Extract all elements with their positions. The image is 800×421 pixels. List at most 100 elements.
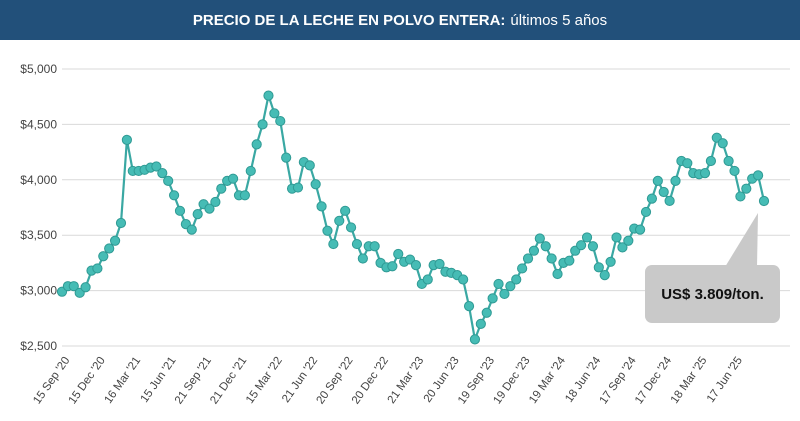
data-point xyxy=(522,253,534,264)
data-point xyxy=(463,301,475,312)
data-point xyxy=(334,215,345,226)
data-point xyxy=(121,134,132,146)
data-point xyxy=(599,269,610,281)
data-point xyxy=(469,334,481,345)
data-point xyxy=(617,242,628,253)
data-point xyxy=(186,224,197,235)
data-point xyxy=(316,201,327,212)
data-point xyxy=(540,241,551,252)
data-point xyxy=(517,263,528,274)
data-point xyxy=(623,235,634,246)
data-point xyxy=(741,183,752,194)
data-point xyxy=(157,168,168,179)
data-point xyxy=(505,281,516,292)
data-point xyxy=(640,206,652,218)
x-tick-label: 17 Jun '25 xyxy=(705,355,745,405)
data-point xyxy=(351,238,363,250)
data-point xyxy=(393,248,404,260)
data-point xyxy=(528,245,540,256)
y-tick-label: $3,500 xyxy=(20,228,57,242)
data-point xyxy=(658,186,669,198)
grid-lines xyxy=(62,68,790,347)
data-point xyxy=(564,255,575,266)
data-point xyxy=(239,190,250,201)
data-point xyxy=(269,108,280,119)
data-point xyxy=(357,253,368,264)
data-point xyxy=(168,190,180,201)
data-point xyxy=(652,175,663,187)
x-tick-label: 15 Mar '22 xyxy=(244,355,285,406)
data-point xyxy=(511,274,522,285)
data-point xyxy=(581,232,593,243)
data-point xyxy=(670,175,681,187)
data-point xyxy=(723,155,734,167)
x-tick-label: 18 Jun '24 xyxy=(563,354,603,405)
data-point xyxy=(481,307,492,318)
data-point xyxy=(458,274,469,285)
data-point xyxy=(163,175,174,187)
data-point xyxy=(151,161,162,172)
data-point xyxy=(475,318,486,329)
data-point xyxy=(758,195,770,207)
data-point xyxy=(174,205,186,216)
data-point xyxy=(587,241,599,252)
data-point xyxy=(635,224,646,235)
data-point xyxy=(576,240,587,251)
data-point xyxy=(281,152,292,163)
data-point xyxy=(68,281,79,292)
data-point xyxy=(410,260,422,271)
callout-box xyxy=(645,265,780,323)
callout-tail xyxy=(725,212,758,267)
data-point xyxy=(487,293,498,304)
data-point xyxy=(115,217,127,229)
data-point xyxy=(699,168,711,179)
data-point xyxy=(705,155,717,167)
data-point xyxy=(80,282,91,293)
data-point xyxy=(682,158,693,169)
data-point xyxy=(204,203,215,214)
data-point xyxy=(422,274,433,285)
data-point xyxy=(275,115,286,127)
data-point xyxy=(646,193,658,204)
y-axis-ticks: $2,500 $3,000 $3,500 $4,000 $4,500 $5,000 xyxy=(20,62,57,353)
data-point xyxy=(257,119,268,130)
data-point xyxy=(593,262,604,273)
x-tick-label: 20 Jun '23 xyxy=(422,355,462,405)
data-point xyxy=(717,138,728,149)
data-point xyxy=(98,251,109,262)
data-point xyxy=(499,288,510,300)
data-point xyxy=(534,233,545,244)
price-series xyxy=(56,90,770,345)
data-point xyxy=(310,179,321,190)
data-point xyxy=(263,90,274,101)
data-point xyxy=(92,263,103,274)
data-point xyxy=(227,173,239,184)
chart-title-bar: PRECIO DE LA LECHE EN POLVO ENTERA: últi… xyxy=(0,0,800,40)
chart-subtitle: últimos 5 años xyxy=(510,11,608,29)
x-tick-label: 16 Mar '21 xyxy=(102,355,143,406)
chart-title: PRECIO DE LA LECHE EN POLVO ENTERA: xyxy=(192,11,506,29)
y-tick-label: $4,500 xyxy=(20,117,57,131)
y-tick-label: $2,500 xyxy=(20,339,57,353)
x-tick-label: 21 Jun '22 xyxy=(280,355,320,405)
data-point xyxy=(109,235,121,246)
data-point xyxy=(251,139,262,150)
data-point xyxy=(210,196,221,208)
data-point xyxy=(322,225,333,236)
data-point xyxy=(104,243,115,254)
price-callout: US$ 3.809/ton. xyxy=(645,212,780,323)
data-point xyxy=(245,165,256,177)
data-point xyxy=(611,232,622,243)
data-point xyxy=(216,183,227,194)
data-point xyxy=(345,222,357,233)
data-point xyxy=(292,182,304,193)
data-point xyxy=(340,205,351,216)
y-tick-label: $4,000 xyxy=(20,173,57,187)
data-point xyxy=(729,165,740,177)
data-point xyxy=(735,191,746,202)
callout-label: US$ 3.809/ton. xyxy=(661,286,764,303)
x-tick-label: 15 Jun '21 xyxy=(139,355,179,405)
x-tick-label: 21 Mar '23 xyxy=(386,355,427,406)
data-point xyxy=(753,170,764,181)
